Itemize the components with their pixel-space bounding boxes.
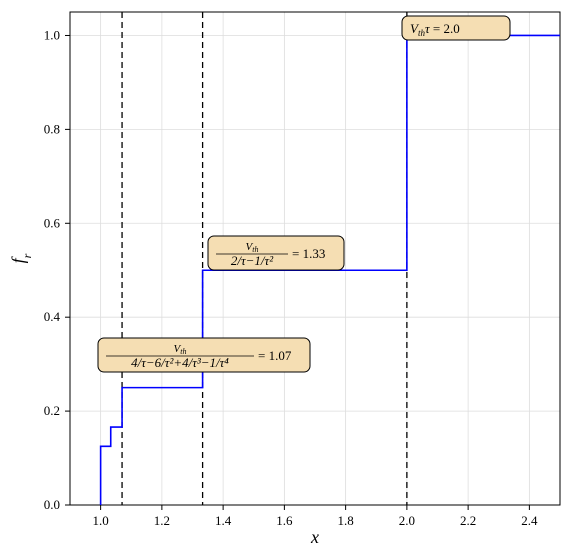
x-tick-label: 2.4: [521, 513, 538, 528]
svg-text:Vthτ = 2.0: Vthτ = 2.0: [410, 21, 460, 38]
y-axis-title: fr: [8, 253, 34, 263]
svg-text:= 1.33: = 1.33: [292, 246, 325, 261]
svg-text:= 1.07: = 1.07: [258, 348, 292, 363]
y-tick-label: 0.0: [44, 497, 60, 512]
x-tick-label: 1.8: [338, 513, 354, 528]
annotation: Vth2/τ−1/τ² = 1.33: [208, 236, 344, 270]
chart-svg: 1.0 1.2 1.4 1.6 1.8 2.0 2.2 2.4 0.0 0.2 0.4 0.6 0.8 1…: [0, 0, 572, 546]
x-tick-label: 2.0: [399, 513, 415, 528]
x-tick-label: 1.6: [276, 513, 293, 528]
annotation: Vthτ = 2.0: [402, 16, 510, 40]
y-tick-label: 0.4: [44, 309, 61, 324]
annotation: Vth4/τ−6/τ²+4/τ³−1/τ⁴ = 1.07: [98, 338, 310, 372]
x-tick-label: 2.2: [460, 513, 476, 528]
x-tick-label: 1.4: [215, 513, 232, 528]
svg-text:fr: fr: [8, 253, 34, 263]
x-axis-title: x: [310, 527, 319, 546]
chart-container: 1.0 1.2 1.4 1.6 1.8 2.0 2.2 2.4 0.0 0.2 0.4 0.6 0.8 1…: [0, 0, 572, 546]
y-tick-label: 0.2: [44, 403, 60, 418]
ticks: 1.0 1.2 1.4 1.6 1.8 2.0 2.2 2.4 0.0 0.2 0.4 0.6 0.8 1…: [44, 27, 538, 528]
svg-text:4/τ−6/τ²+4/τ³−1/τ⁴: 4/τ−6/τ²+4/τ³−1/τ⁴: [131, 355, 229, 370]
y-tick-label: 0.6: [44, 215, 61, 230]
x-tick-label: 1.2: [154, 513, 170, 528]
y-tick-label: 1.0: [44, 27, 60, 42]
svg-text:2/τ−1/τ²: 2/τ−1/τ²: [231, 253, 274, 268]
x-tick-label: 1.0: [93, 513, 109, 528]
y-tick-label: 0.8: [44, 121, 60, 136]
